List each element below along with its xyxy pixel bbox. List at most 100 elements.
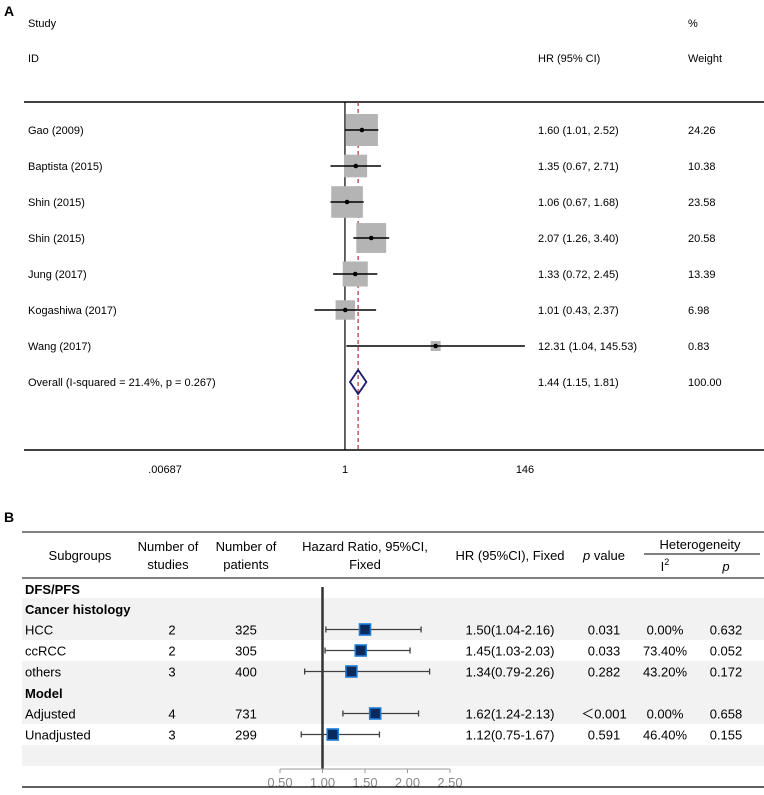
- hazard-ratio-marker: [368, 707, 382, 720]
- empty-stripe: [22, 745, 764, 766]
- subgroup-p-value: 0.033: [588, 644, 621, 659]
- hazard-ratio-marker: [358, 623, 372, 636]
- subgroup-het-p: 0.632: [710, 623, 743, 638]
- study-label: Shin (2015): [28, 233, 85, 245]
- panel-b-tick-label: 0.50: [267, 775, 292, 790]
- header-weight: Weight: [688, 53, 722, 65]
- header-i-squared: I2: [661, 557, 670, 574]
- subgroup-name: Adjusted: [25, 707, 76, 722]
- subgroup-het-p: 0.052: [710, 644, 743, 659]
- study-hr-ci: 1.33 (0.72, 2.45): [538, 269, 619, 281]
- panel-a: A Study ID HR (95% CI) % Weight .00687 1…: [4, 3, 764, 476]
- subgroup-p-value: 0.282: [588, 665, 621, 680]
- subgroup-name: HCC: [25, 623, 53, 638]
- study-label: Wang (2017): [28, 341, 91, 353]
- point-estimate: [353, 163, 359, 169]
- point-estimate: [352, 271, 358, 277]
- subgroup-studies: 2: [168, 644, 175, 659]
- study-hr-ci: 1.35 (0.67, 2.71): [538, 161, 619, 173]
- subgroup-name: ccRCC: [25, 644, 66, 659]
- panel-b-tick-label: 2.50: [437, 775, 462, 790]
- point-estimate: [368, 235, 374, 241]
- study-hr-ci: 1.06 (0.67, 1.68): [538, 197, 619, 209]
- header-id: ID: [28, 53, 39, 65]
- study-label: Baptista (2015): [28, 161, 103, 173]
- study-weight: 20.58: [688, 233, 716, 245]
- study-hr-ci: 2.07 (1.26, 3.40): [538, 233, 619, 245]
- subgroup-hr-ci: 1.34(0.79-2.26): [466, 665, 555, 680]
- panel-a-tick-label-max: 146: [516, 464, 534, 476]
- subgroup-i-squared: 43.20%: [643, 665, 688, 680]
- overall-hr-ci: 1.44 (1.15, 1.81): [538, 377, 619, 389]
- group-stripe: [22, 598, 764, 619]
- panel-b-rows: Cancer histology HCC 2 325 1.50(1.04-2.16) 0.…: [22, 587, 764, 790]
- study-weight: 23.58: [688, 197, 716, 209]
- panel-b-tick-label: 1.00: [310, 775, 335, 790]
- subgroup-patients: 400: [235, 665, 257, 680]
- header-number-of-studies-1: Number of: [138, 539, 199, 554]
- study-weight: 13.39: [688, 269, 716, 281]
- study-weight: 6.98: [688, 305, 709, 317]
- panel-b: B Subgroups Number of studies Number of …: [4, 509, 764, 790]
- study-label: Gao (2009): [28, 125, 84, 137]
- study-weight: 10.38: [688, 161, 716, 173]
- subgroup-p-value: 0.031: [588, 623, 621, 638]
- hazard-ratio-marker: [326, 728, 340, 741]
- subgroup-patients: 299: [235, 728, 257, 743]
- overall-diamond: [348, 368, 368, 396]
- subgroup-i-squared: 73.40%: [643, 644, 688, 659]
- header-heterogeneity: Heterogeneity: [660, 537, 741, 552]
- header-hazard-ratio-plot-1: Hazard Ratio, 95%CI,: [302, 539, 428, 554]
- group-title: Model: [25, 686, 63, 701]
- header-subgroups: Subgroups: [49, 548, 112, 563]
- study-hr-ci: 1.01 (0.43, 2.37): [538, 305, 619, 317]
- subgroup-p-value: 0.591: [588, 728, 621, 743]
- subgroup-hr-ci: 1.62(1.24-2.13): [466, 707, 555, 722]
- overall-weight: 100.00: [688, 377, 722, 389]
- header-hr-ci-fixed: HR (95%CI), Fixed: [455, 548, 564, 563]
- section-dfs-pfs: DFS/PFS: [25, 582, 80, 597]
- panel-b-tick-label: 1.50: [352, 775, 377, 790]
- header-hazard-ratio-plot-2: Fixed: [349, 557, 381, 572]
- header-number-of-patients-2: patients: [223, 557, 269, 572]
- point-estimate: [359, 127, 365, 133]
- header-percent: %: [688, 18, 698, 30]
- subgroup-het-p: 0.658: [710, 707, 743, 722]
- header-het-p: p: [721, 559, 729, 574]
- study-label: Jung (2017): [28, 269, 87, 281]
- subgroup-p-value: ＜0.001: [581, 707, 627, 722]
- subgroup-patients: 731: [235, 707, 257, 722]
- study-weight: 0.83: [688, 341, 709, 353]
- subgroup-het-p: 0.172: [710, 665, 743, 680]
- subgroup-patients: 325: [235, 623, 257, 638]
- header-study: Study: [28, 18, 57, 30]
- subgroup-i-squared: 46.40%: [643, 728, 688, 743]
- subgroup-hr-ci: 1.50(1.04-2.16): [466, 623, 555, 638]
- panel-a-tick-label-null: 1: [342, 464, 348, 476]
- subgroup-studies: 3: [168, 665, 175, 680]
- header-number-of-studies-2: studies: [147, 557, 189, 572]
- point-estimate: [344, 199, 350, 205]
- subgroup-i-squared: 0.00%: [647, 623, 684, 638]
- header-hr-ci: HR (95% CI): [538, 53, 600, 65]
- study-hr-ci: 12.31 (1.04, 145.53): [538, 341, 637, 353]
- subgroup-hr-ci: 1.45(1.03-2.03): [466, 644, 555, 659]
- subgroup-i-squared: 0.00%: [647, 707, 684, 722]
- panel-a-label: A: [4, 3, 14, 19]
- header-number-of-patients-1: Number of: [216, 539, 277, 554]
- subgroup-patients: 305: [235, 644, 257, 659]
- subgroup-studies: 3: [168, 728, 175, 743]
- point-estimate: [433, 343, 438, 349]
- panel-b-label: B: [4, 509, 14, 525]
- group-stripe: [22, 682, 764, 703]
- study-label: Kogashiwa (2017): [28, 305, 117, 317]
- hazard-ratio-marker: [354, 644, 368, 657]
- overall-label: Overall (I-squared = 21.4%, p = 0.267): [28, 377, 216, 389]
- study-hr-ci: 1.60 (1.01, 2.52): [538, 125, 619, 137]
- point-estimate: [343, 307, 348, 313]
- group-title: Cancer histology: [25, 602, 131, 617]
- header-p-value: p value: [582, 548, 625, 563]
- panel-a-tick-label-min: .00687: [148, 464, 182, 476]
- panel-b-tick-label: 2.00: [395, 775, 420, 790]
